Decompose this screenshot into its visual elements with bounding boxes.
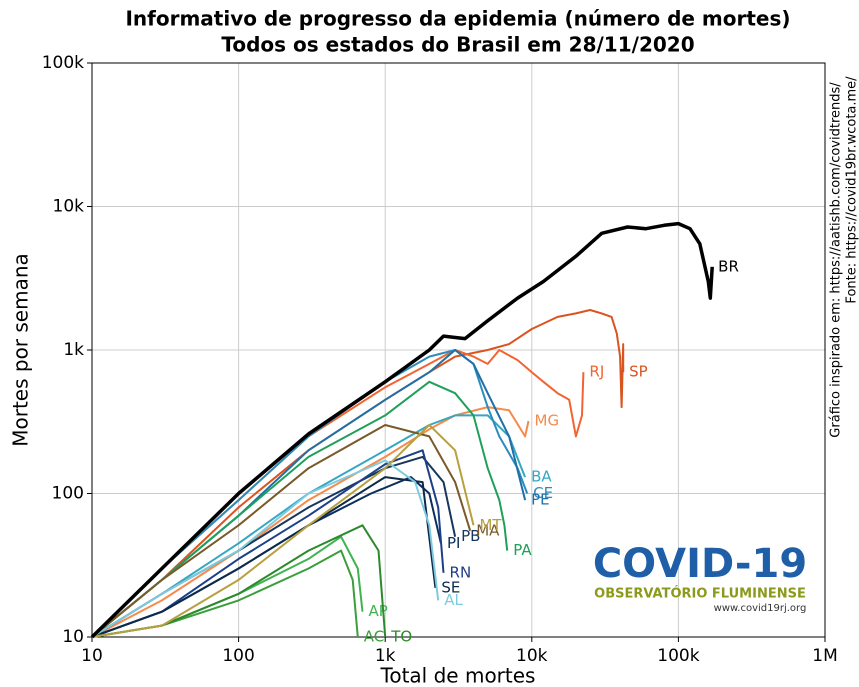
plot-area: 10 100 1k 10k 100k 1M 10 100 1k 10k 100k SP RJ MG BACE…	[42, 53, 838, 666]
y-axis-label: Mortes por semana	[9, 253, 33, 447]
series-label: RJ	[589, 363, 604, 381]
series-line	[91, 349, 529, 638]
x-tick-label: 10k	[516, 646, 548, 666]
chart-subtitle: Todos os estados do Brasil em 28/11/2020	[221, 33, 694, 57]
series-label: CE	[533, 484, 553, 502]
chart-title: Informativo de progresso da epidemia (nú…	[125, 7, 790, 31]
series-label: AP	[368, 602, 387, 620]
series-line	[91, 424, 472, 638]
series-label: PI	[447, 534, 460, 552]
logo-url: www.covid19rj.org	[714, 603, 807, 614]
plot-frame	[91, 62, 826, 638]
series-label: AL	[444, 591, 463, 609]
series-line	[91, 424, 475, 638]
series-label: PE	[531, 491, 550, 509]
series-line	[91, 449, 445, 638]
series-label: SP	[629, 363, 648, 381]
series-line	[91, 549, 359, 638]
series-label: TO	[390, 628, 412, 646]
series-label: RN	[450, 563, 472, 581]
side-note: Fonte: https://covid19br.wcota.me/	[845, 76, 859, 304]
logo-title: COVID-19	[593, 541, 807, 587]
y-tick-label: 100	[52, 484, 84, 504]
series-label: MT	[479, 516, 502, 534]
series-label: MG	[535, 412, 560, 430]
x-axis-label: Total de mortes	[380, 664, 536, 687]
series-line	[91, 380, 509, 638]
y-tick-label: 10k	[53, 197, 85, 217]
series-label: MA	[476, 521, 500, 539]
series-line	[91, 406, 530, 638]
series-label: BA	[531, 468, 552, 486]
y-tick-label: 1k	[63, 340, 84, 360]
y-tick-label: 10	[62, 627, 84, 647]
x-tick-label: 1k	[375, 646, 396, 666]
series-line	[90, 221, 714, 639]
x-tick-label: 1M	[812, 646, 837, 666]
series-label: SE	[441, 578, 460, 596]
logo: COVID-19 OBSERVATÓRIO FLUMINENSE www.cov…	[593, 541, 807, 614]
x-tick-label: 100k	[657, 646, 699, 666]
y-tick-label: 100k	[42, 53, 84, 73]
side-note: Gráfico inspirado em: https://aatishb.co…	[829, 82, 844, 438]
series-line	[91, 459, 440, 638]
series-label: AC	[364, 628, 384, 646]
series-label: PA	[513, 541, 532, 559]
series-label: BR	[718, 257, 739, 275]
x-tick-label: 10	[81, 646, 103, 666]
logo-subtitle: OBSERVATÓRIO FLUMINENSE	[594, 586, 806, 602]
series-label: PB	[461, 527, 480, 545]
x-tick-label: 100	[222, 646, 254, 666]
